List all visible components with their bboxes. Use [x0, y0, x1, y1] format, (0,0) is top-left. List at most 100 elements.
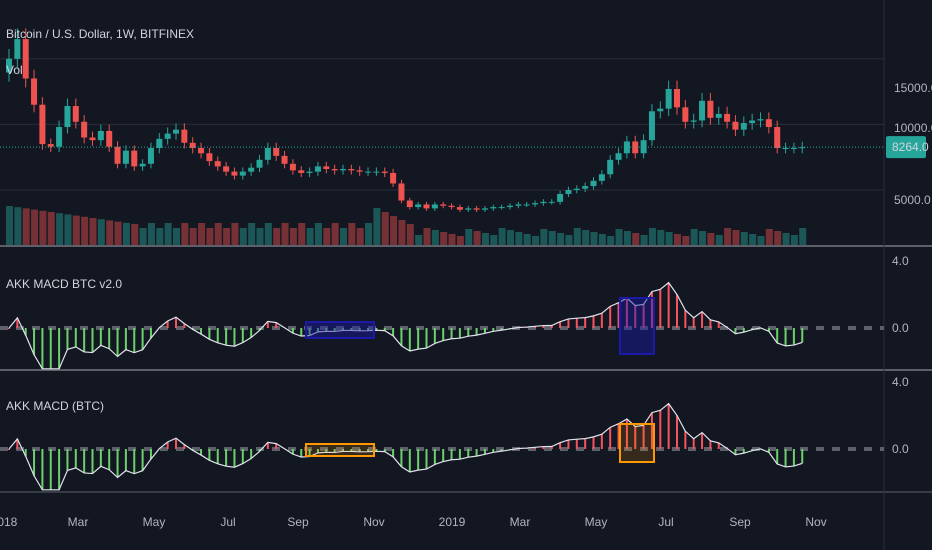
histogram-bar — [776, 328, 779, 344]
candle-body — [473, 208, 480, 210]
indicator1-tick-label: 4.0 — [892, 254, 909, 268]
histogram-bar — [767, 328, 770, 332]
volume-bars — [6, 206, 807, 246]
histogram-bar — [66, 328, 69, 350]
candle-body — [64, 106, 71, 128]
histogram-bar — [8, 328, 10, 329]
price-tick-label: 15000.0 — [894, 81, 932, 95]
volume-bar — [189, 228, 197, 246]
histogram-bar — [58, 449, 61, 490]
histogram-bar — [742, 328, 745, 333]
candle-body — [97, 130, 104, 141]
highlight-box — [619, 423, 655, 463]
indicator1-tick-label: 0.0 — [892, 321, 909, 335]
volume-bar — [298, 223, 306, 246]
volume-bar — [440, 232, 448, 246]
histogram-bar — [408, 328, 411, 352]
histogram-bar — [392, 449, 395, 457]
histogram-bar — [241, 449, 244, 464]
candle-body — [390, 172, 397, 184]
indicator2-title[interactable]: AKK MACD (BTC) — [6, 399, 104, 413]
histogram-bar — [575, 439, 578, 449]
histogram-bar — [83, 328, 86, 352]
candle-body — [22, 39, 29, 79]
histogram-bar — [124, 449, 127, 471]
histogram-bar — [442, 328, 445, 341]
volume-bar — [131, 224, 139, 246]
histogram-bar — [792, 449, 795, 467]
candle-body — [47, 144, 54, 147]
indicator1-title[interactable]: AKK MACD BTC v2.0 — [6, 277, 122, 291]
volume-bar — [540, 229, 548, 246]
histogram-bar — [467, 449, 470, 458]
candle-body — [732, 121, 739, 130]
histogram-bar — [592, 436, 595, 449]
candle-body — [548, 201, 555, 203]
histogram-bar — [717, 321, 720, 328]
volume-label[interactable]: Vol — [6, 63, 23, 77]
candle-body — [106, 130, 113, 147]
volume-bar — [431, 230, 439, 246]
volume-bar — [81, 216, 89, 246]
candle-body — [181, 129, 188, 143]
candle-body — [448, 205, 455, 208]
histogram-bar — [16, 317, 19, 328]
histogram-bar — [208, 449, 211, 461]
histogram-bar — [567, 439, 570, 449]
histogram-bar — [149, 449, 152, 460]
histogram-bar — [291, 449, 294, 455]
histogram-bar — [149, 328, 152, 339]
histogram-bar — [433, 449, 436, 465]
indicator1-plot[interactable] — [0, 281, 884, 370]
histogram-bar — [308, 449, 311, 457]
histogram-bar — [183, 444, 186, 449]
volume-bar — [6, 206, 13, 246]
candle-body — [365, 171, 372, 173]
histogram-bar — [709, 319, 712, 328]
candle-body — [231, 171, 238, 176]
histogram-bar — [492, 328, 495, 332]
candle-body — [264, 148, 271, 160]
volume-bar — [757, 236, 765, 246]
histogram-bar — [358, 449, 361, 452]
histogram-bar — [166, 321, 169, 328]
candle-body — [582, 186, 589, 189]
indicator2-plot[interactable] — [0, 402, 884, 491]
candle-body — [81, 121, 88, 138]
candle-body — [456, 207, 463, 210]
volume-bar — [373, 208, 381, 246]
volume-bar — [490, 235, 498, 246]
histogram-bar — [24, 449, 27, 457]
candle-body — [331, 169, 338, 171]
volume-bar — [657, 230, 665, 246]
candle-body — [707, 100, 714, 118]
volume-bar — [273, 228, 281, 246]
volume-bar — [765, 229, 773, 246]
histogram-bar — [400, 449, 403, 467]
volume-bar — [223, 228, 231, 246]
volume-bar — [423, 228, 431, 246]
time-axis[interactable]: 2018 Mar May Jul Sep Nov 2019 Mar May Jul Sep Nov — [0, 515, 827, 529]
histogram-bar — [333, 328, 336, 332]
histogram-bar — [275, 322, 278, 328]
histogram-bar — [425, 328, 428, 349]
symbol-title[interactable]: Bitcoin / U.S. Dollar, 1W, BITFINEX — [6, 27, 194, 41]
histogram-bar — [617, 302, 620, 328]
histogram-bar — [542, 446, 545, 449]
histogram-bar — [41, 328, 44, 369]
candle-body — [206, 153, 213, 162]
histogram-bar — [400, 328, 403, 346]
histogram-bar — [801, 449, 804, 464]
candle-body — [373, 171, 380, 173]
volume-bar — [607, 236, 615, 246]
histogram-bar — [650, 291, 653, 328]
volume-bar — [365, 223, 373, 246]
histogram-bar — [492, 449, 495, 453]
candlesticks[interactable] — [6, 28, 806, 212]
candle-body — [431, 204, 438, 209]
candle-body — [314, 166, 321, 172]
candle-body — [14, 39, 21, 59]
histogram-bar — [417, 328, 420, 350]
